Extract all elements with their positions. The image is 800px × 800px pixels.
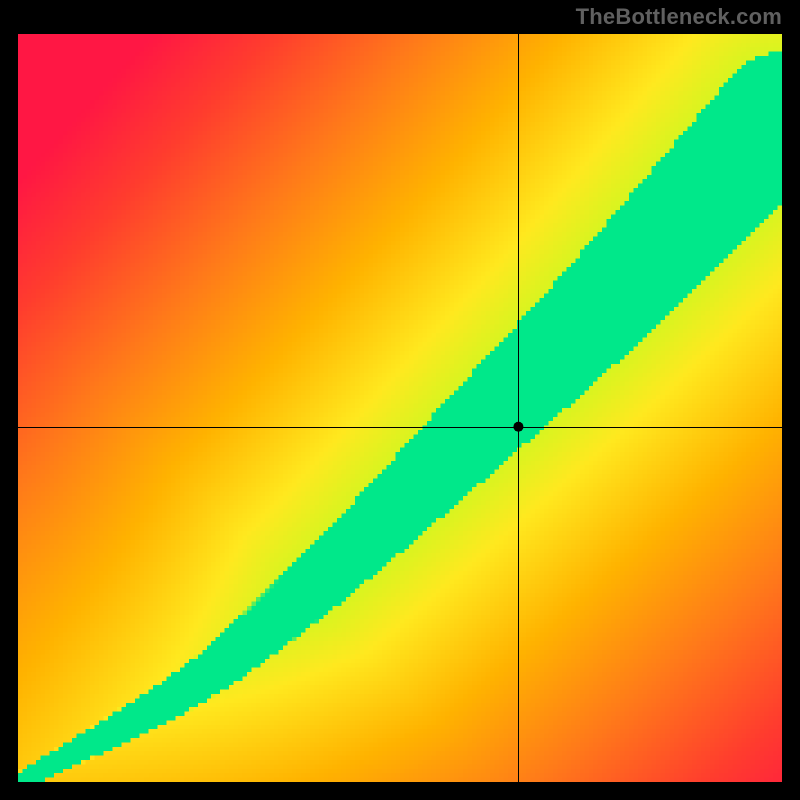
watermark-text: TheBottleneck.com [576,4,782,30]
chart-container: TheBottleneck.com [0,0,800,800]
overlay-canvas [18,34,782,782]
